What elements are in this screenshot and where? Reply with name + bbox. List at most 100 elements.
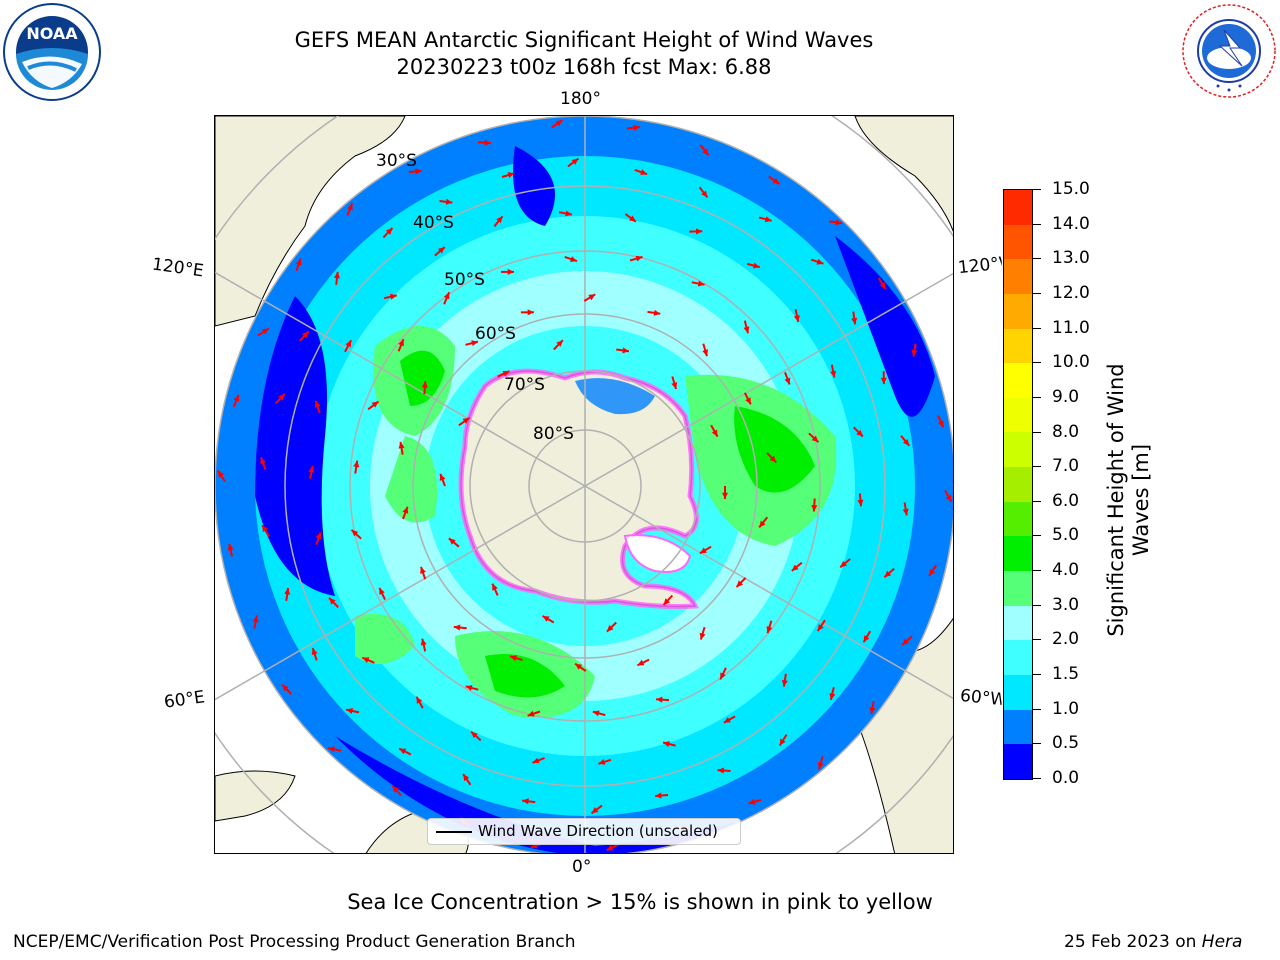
wave-direction-arrowhead (591, 807, 599, 814)
wave-direction-arrowhead (633, 124, 640, 131)
colorbar-band (1004, 709, 1032, 745)
wave-direction-arrowhead (702, 148, 709, 156)
lat-label-50s: 50°S (444, 270, 485, 290)
wave-direction-arrowhead (748, 798, 756, 805)
wave-direction-arrowhead (295, 258, 302, 266)
wave-direction-arrowhead (720, 672, 726, 680)
polar-map (214, 115, 954, 854)
wave-direction-arrowhead (769, 455, 777, 463)
colorbar-tick-mark (1033, 500, 1041, 502)
wave-direction-arrowhead (453, 624, 461, 631)
wave-direction-arrowhead (711, 429, 718, 437)
lat-label-70s: 70°S (504, 375, 545, 395)
colorbar-tick-label: 11.0 (1052, 317, 1090, 338)
wave-direction-arrowhead (314, 400, 321, 408)
lon-label-120w: 120°W (957, 253, 1003, 279)
wave-direction-arrowhead (351, 529, 359, 537)
wave-direction-arrowhead (817, 762, 824, 769)
wave-direction-arrowhead (656, 696, 663, 703)
wave-direction-arrowhead (507, 172, 515, 178)
wave-direction-arrowhead (284, 588, 291, 595)
wave-direction-arrowhead (911, 349, 918, 357)
wave-direction-arrowhead (811, 435, 819, 443)
footer-date-text: 25 Feb 2023 on (1064, 932, 1202, 952)
wave-direction-arrowhead (791, 564, 799, 571)
colorbar-band (1004, 190, 1032, 225)
wave-direction-arrowhead (565, 210, 572, 217)
wave-direction-arrowhead (448, 538, 456, 545)
wave-direction-arrowhead (793, 315, 800, 322)
wave-direction-arrowhead (462, 417, 470, 424)
wave-direction-arrowhead (492, 583, 498, 591)
wave-direction-arrowhead (402, 506, 409, 514)
wave-direction-arrowhead (884, 570, 892, 578)
wave-direction-arrowhead (329, 597, 336, 605)
wave-direction-arrowhead (663, 741, 670, 747)
lon-label-0: 0° (572, 857, 592, 877)
wave-direction-arrowhead (606, 625, 614, 632)
wave-direction-arrowhead (830, 370, 837, 378)
wave-direction-arrowhead (496, 216, 503, 223)
wave-direction-arrowhead (471, 731, 478, 739)
wave-direction-arrowhead (869, 707, 876, 714)
wave-direction-arrowhead (398, 339, 404, 347)
wave-direction-arrowhead (640, 169, 648, 175)
wave-direction-arrowhead (438, 247, 445, 254)
wave-direction-arrowhead (598, 759, 606, 765)
wave-direction-arrowhead (816, 258, 824, 265)
polar-map-canvas (215, 116, 953, 853)
colorbar-band (1004, 432, 1032, 468)
graticule (215, 116, 953, 853)
wave-direction-arrowhead (723, 717, 731, 723)
colorbar-tick-label: 6.0 (1052, 490, 1080, 511)
wave-direction-arrowhead (671, 382, 678, 389)
wave-direction-arrowhead (308, 465, 315, 473)
wave-direction-arrowhead (542, 616, 550, 622)
colorbar-tick-mark (1033, 778, 1041, 779)
antarctica (458, 368, 699, 609)
lon-label-120e: 120°E (150, 254, 205, 282)
wave-direction-arrowhead (345, 340, 352, 348)
colorbar-tick-label: 12.0 (1052, 282, 1090, 303)
colorbar-tick-mark (1033, 639, 1041, 641)
legend-label: Wind Wave Direction (unscaled) (478, 822, 718, 840)
wave-direction-arrowhead (416, 696, 423, 704)
noaa-logo: NOAA (2, 2, 102, 106)
wave-direction-arrowhead (811, 505, 818, 512)
wave-direction-arrowhead (938, 420, 944, 428)
wave-direction-arrowhead (379, 587, 385, 595)
wave-direction-arrowhead (857, 499, 864, 507)
wave-direction-arrowhead (463, 774, 470, 782)
wave-direction-arrowhead (315, 532, 322, 540)
wave-direction-arrowhead (653, 309, 661, 316)
colorbar-band (1004, 605, 1032, 641)
wave-direction-arrowhead (415, 168, 422, 175)
wave-direction-arrowhead (420, 638, 427, 646)
wave-direction-arrowhead (759, 520, 766, 528)
wave-direction-arrowhead (362, 657, 370, 663)
wave-direction-arrowhead (753, 262, 760, 269)
wave-direction-arrowhead (527, 309, 534, 316)
wave-direction-arrowhead (346, 708, 353, 714)
wave-direction-arrowhead (840, 560, 847, 568)
wave-direction-arrowhead (945, 494, 952, 502)
colorbar-tick-mark (1033, 362, 1041, 364)
wave-direction-arrowhead (880, 377, 887, 385)
wave-direction-arrowhead (353, 460, 360, 468)
sea-ice-edge (458, 368, 699, 609)
wave-direction-arrowhead (781, 679, 788, 687)
colorbar-tick-mark (1033, 292, 1041, 294)
wave-direction-arrowhead (829, 693, 836, 700)
wave-direction-arrowhead (556, 340, 563, 347)
colorbar-tick-mark (1033, 570, 1041, 572)
wave-direction-arrowhead (736, 580, 744, 588)
colorbar-band (1004, 467, 1032, 502)
wave-direction-arrowhead (784, 377, 791, 385)
wave-direction-arrowhead (902, 508, 909, 516)
wave-direction-arrowhead (302, 331, 309, 339)
wave-direction-arrowhead (522, 798, 529, 805)
colorbar-tick-label: 2.0 (1052, 629, 1080, 650)
wave-direction-arrowhead (592, 710, 600, 717)
wave-direction-arrowhead (392, 786, 399, 793)
wave-direction-arrowhead (398, 441, 405, 449)
